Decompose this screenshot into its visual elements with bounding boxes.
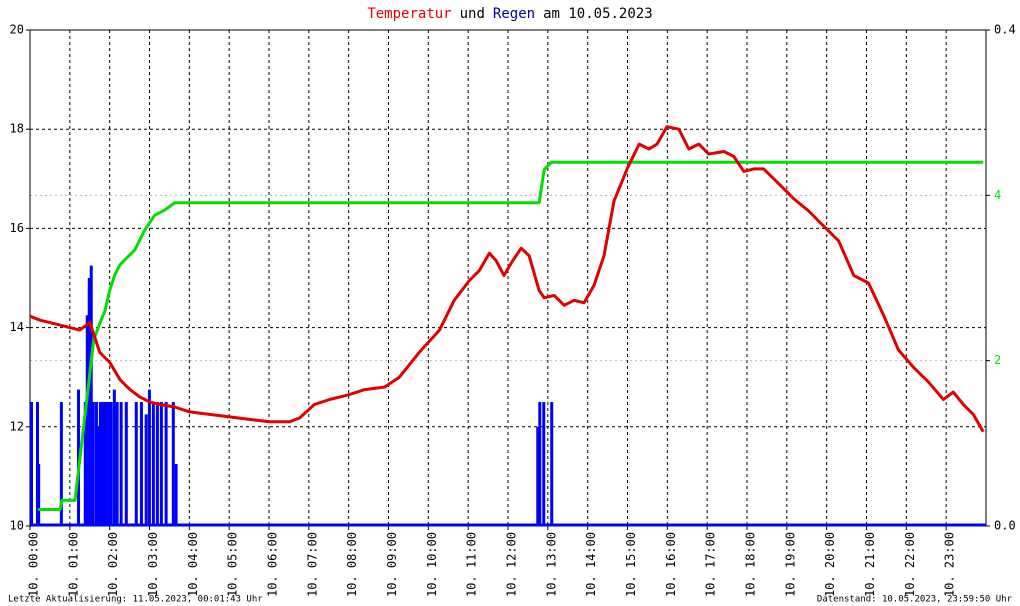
x-tick-label: 10. 09:00: [385, 532, 399, 597]
x-tick-label: 10. 21:00: [863, 532, 877, 597]
y-tick-label: 14: [10, 320, 24, 334]
rain-bar: [100, 402, 104, 526]
rain-bar: [102, 402, 106, 526]
rain-bar: [119, 402, 123, 526]
x-tick-label: 10. 00:00: [27, 532, 41, 597]
title-temp: Temperatur: [367, 6, 451, 22]
rain-bar: [155, 402, 159, 526]
title-part: und: [460, 6, 485, 22]
x-tick-label: 10. 23:00: [943, 532, 957, 597]
y2-tick-label: 2: [994, 353, 1001, 367]
rain-bar: [98, 402, 102, 526]
y-tick-label: 12: [10, 419, 24, 433]
x-tick-label: 10. 05:00: [226, 532, 240, 597]
x-tick-label: 10. 15:00: [624, 532, 638, 597]
y-tick-label: 20: [10, 23, 24, 37]
rain-bar: [112, 389, 116, 526]
x-tick-label: 10. 12:00: [505, 532, 519, 597]
rain-bar: [174, 464, 178, 526]
footer-left: Letzte Aktualisierung: 11.05.2023, 00:01…: [8, 595, 263, 605]
rain-bar: [91, 402, 95, 526]
rain-bar: [550, 402, 554, 526]
x-tick-label: 10. 01:00: [66, 532, 80, 597]
title-part: am 10.05.2023: [543, 6, 653, 22]
rain-bar: [147, 389, 151, 526]
x-tick-label: 10. 08:00: [345, 532, 359, 597]
x-tick-label: 10. 02:00: [106, 532, 120, 597]
rain-bar: [107, 402, 111, 526]
y-tick-label: 16: [10, 221, 24, 235]
rain-bar: [30, 402, 33, 526]
rain-bar: [85, 315, 89, 526]
x-tick-label: 10. 16:00: [664, 532, 678, 597]
x-tick-label: 10. 04:00: [186, 532, 200, 597]
rain-bar: [94, 402, 98, 526]
x-tick-label: 10. 10:00: [425, 532, 439, 597]
x-tick-label: 10. 14:00: [584, 532, 598, 597]
x-tick-label: 10. 03:00: [146, 532, 160, 597]
rain-bar: [164, 402, 168, 526]
rain-bar: [139, 402, 143, 526]
rain-bar: [104, 402, 108, 526]
rain-bar: [134, 402, 138, 526]
rain-bar: [87, 278, 91, 526]
chart-title: Temperatur und Regen am 10.05.2023: [367, 6, 652, 22]
x-tick-label: 10. 19:00: [783, 532, 797, 597]
rain-bar: [171, 402, 175, 526]
series-line: [29, 125, 985, 433]
rain-bar: [59, 402, 63, 526]
x-tick-label: 10. 11:00: [465, 532, 479, 597]
y3-tick-label: 0.0: [994, 519, 1016, 533]
rain-bar: [115, 402, 119, 526]
x-tick-label: 10. 06:00: [266, 532, 280, 597]
rain-bar: [83, 402, 87, 526]
rain-bar: [538, 402, 542, 526]
rain-bar: [159, 402, 163, 526]
y3-tick-label: 0.4: [994, 23, 1016, 37]
y2-tick-label: 4: [994, 188, 1001, 202]
series-line: [38, 160, 984, 511]
rain-bar: [151, 402, 155, 526]
x-tick-label: 10. 13:00: [544, 532, 558, 597]
rain-bar: [96, 426, 100, 526]
rain-bar: [109, 402, 113, 526]
x-tick-label: 10. 20:00: [823, 532, 837, 597]
x-tick-label: 10. 17:00: [704, 532, 718, 597]
x-tick-label: 10. 07:00: [305, 532, 319, 597]
footer-right: Datenstand: 10.05.2023, 23:59:50 Uhr: [817, 595, 1013, 605]
rain-bar: [542, 402, 546, 526]
y-tick-label: 10: [10, 519, 24, 533]
rain-bar: [536, 426, 540, 526]
rain-bar: [144, 414, 148, 526]
x-tick-label: 10. 18:00: [744, 532, 758, 597]
rain-bar: [124, 402, 128, 526]
x-tick-label: 10. 22:00: [903, 532, 917, 597]
title-rain: Regen: [493, 6, 535, 22]
rain-bar: [89, 265, 93, 526]
rain-bar: [37, 464, 41, 526]
y-tick-label: 18: [10, 122, 24, 136]
